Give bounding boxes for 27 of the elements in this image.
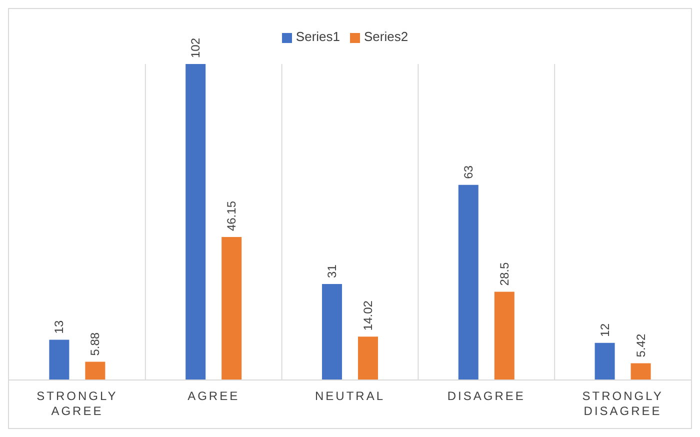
bar [186, 64, 206, 380]
legend-label: Series1 [296, 29, 340, 44]
data-label: 31 [324, 264, 339, 278]
data-label: 14.02 [360, 300, 375, 331]
data-label: 28.5 [497, 262, 512, 286]
bar [358, 336, 378, 380]
bar [594, 342, 615, 380]
data-label: 5.42 [634, 334, 648, 358]
legend-label: Series2 [364, 29, 408, 44]
x-tick-label: AGREE [188, 389, 240, 403]
bar [494, 292, 514, 380]
x-tick-label: NEUTRAL [314, 389, 386, 403]
bar [458, 184, 478, 380]
x-tick-label: STRONGLY AGREE [36, 389, 118, 418]
bar [49, 340, 70, 380]
data-label: 5.88 [88, 332, 102, 356]
x-tick-label: STRONGLY DISAGREE [582, 389, 664, 418]
data-label: 13 [52, 320, 66, 334]
bar [630, 363, 651, 380]
data-label: 12 [598, 323, 612, 337]
data-label: 102 [188, 38, 203, 58]
bar [322, 284, 342, 380]
bar [222, 237, 242, 380]
data-label: 46.15 [224, 200, 239, 232]
bar [85, 362, 106, 380]
data-label: 63 [461, 165, 476, 179]
x-tick-label: DISAGREE [447, 389, 526, 403]
